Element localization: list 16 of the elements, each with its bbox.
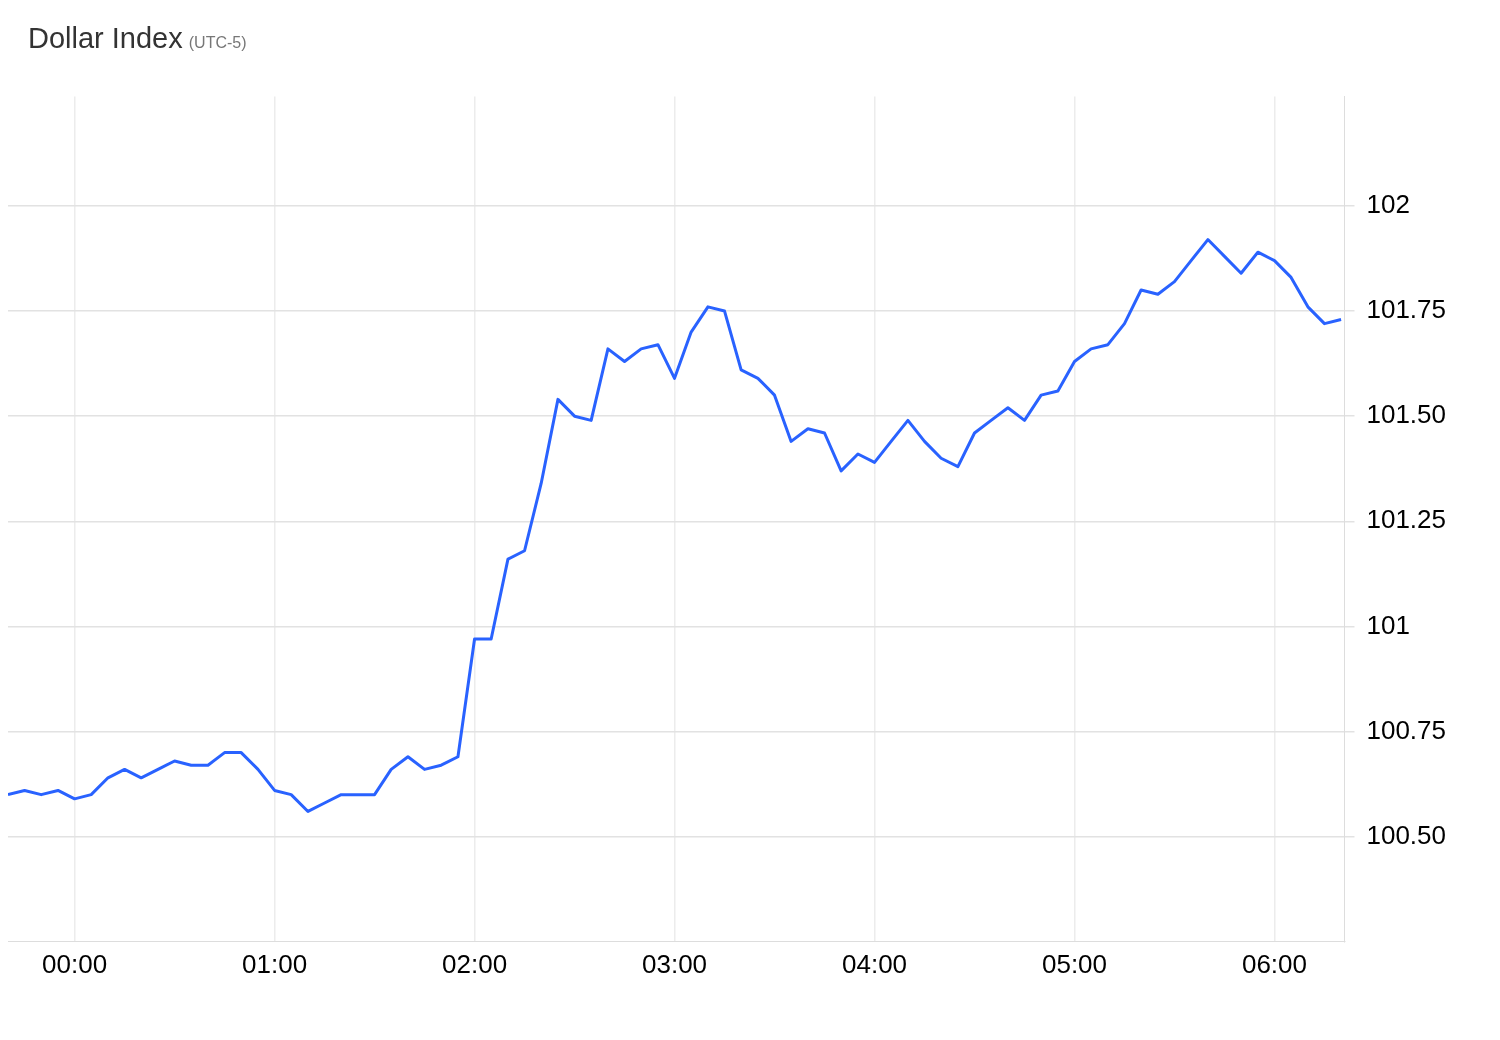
y-tick-label: 101.75 <box>1366 294 1447 325</box>
x-tick-label: 01:00 <box>242 948 308 979</box>
chart-title: Dollar Index <box>28 22 183 54</box>
x-tick-label: 02:00 <box>442 948 508 979</box>
y-tick-label: 101 <box>1366 609 1410 640</box>
x-tick-label: 04:00 <box>841 948 908 979</box>
chart-subtitle: (UTC-5) <box>188 34 247 51</box>
x-tick-label: 05:00 <box>1041 948 1108 979</box>
y-tick-label: 101.50 <box>1366 399 1447 430</box>
x-tick-label: 06:00 <box>1241 948 1308 979</box>
y-tick-label: 100.75 <box>1366 714 1447 745</box>
y-tick-label: 100.50 <box>1366 819 1447 850</box>
x-tick-label: 00:00 <box>42 948 108 979</box>
y-tick-label: 101.25 <box>1366 504 1447 535</box>
x-tick-label: 03:00 <box>642 948 708 979</box>
y-tick-label: 102 <box>1366 189 1410 220</box>
